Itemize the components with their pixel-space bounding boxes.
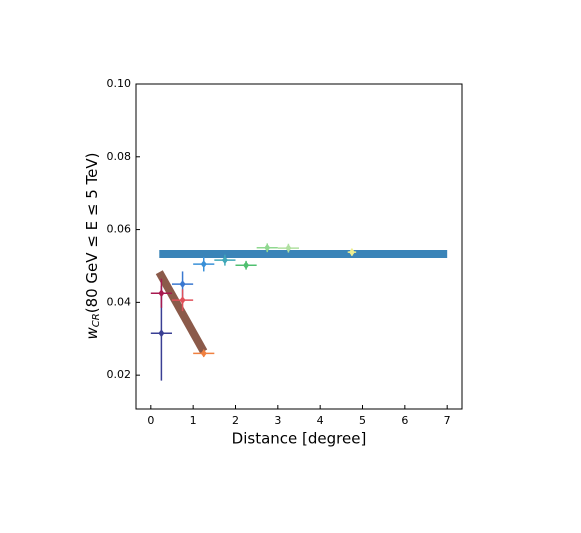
data-point <box>179 280 186 289</box>
x-tick-label: 0 <box>147 414 154 427</box>
y-tick-label: 0.04 <box>107 295 132 308</box>
data-point <box>348 248 355 257</box>
data-point <box>158 329 165 338</box>
y-tick-label: 0.02 <box>107 368 132 381</box>
y-tick-label: 0.10 <box>107 77 132 90</box>
x-tick-label: 5 <box>359 414 366 427</box>
data-point <box>158 289 165 298</box>
y-axis-label: wCR(80 GeV ≤ E ≤ 5 TeV) <box>83 153 103 340</box>
x-tick-label: 7 <box>444 414 451 427</box>
x-tick-label: 2 <box>232 414 239 427</box>
x-tick-label: 1 <box>190 414 197 427</box>
data-point <box>179 296 186 305</box>
data-point <box>200 260 207 269</box>
data-point <box>285 244 292 253</box>
data-point <box>243 261 250 270</box>
x-tick-label: 3 <box>274 414 281 427</box>
y-label-rest: (80 GeV ≤ E ≤ 5 TeV) <box>83 153 101 314</box>
plot-frame <box>135 83 463 410</box>
x-axis-label: Distance [degree] <box>232 430 367 448</box>
data-point <box>221 256 228 265</box>
y-tick-label: 0.06 <box>107 223 132 236</box>
x-tick-label: 6 <box>401 414 408 427</box>
data-point <box>200 349 207 358</box>
x-tick-label: 4 <box>317 414 324 427</box>
y-label-main: w <box>83 327 101 340</box>
y-label-sub: CR <box>91 313 102 327</box>
y-tick-label: 0.08 <box>107 150 132 163</box>
data-point <box>264 243 271 252</box>
fit-line <box>155 270 208 354</box>
